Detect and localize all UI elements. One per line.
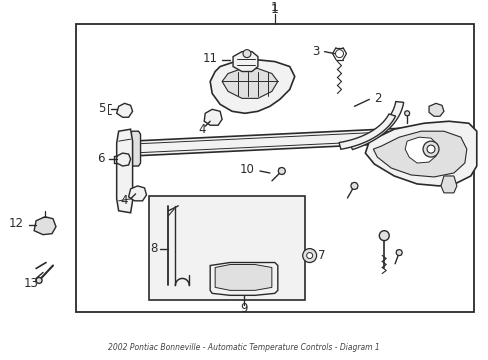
Bar	[76, 24, 473, 312]
Circle shape	[302, 249, 316, 262]
Polygon shape	[338, 114, 395, 149]
Polygon shape	[128, 131, 140, 166]
Polygon shape	[34, 217, 56, 235]
Text: 4: 4	[120, 194, 127, 207]
Text: 7: 7	[317, 249, 325, 262]
Text: 13: 13	[23, 277, 39, 290]
Circle shape	[350, 183, 357, 189]
Polygon shape	[148, 196, 304, 300]
Polygon shape	[222, 68, 277, 98]
Text: 12: 12	[9, 217, 24, 230]
Circle shape	[379, 231, 388, 240]
Polygon shape	[117, 129, 132, 213]
Polygon shape	[365, 121, 476, 186]
Polygon shape	[128, 186, 146, 201]
Text: 11: 11	[203, 52, 218, 65]
Polygon shape	[440, 176, 456, 193]
Polygon shape	[210, 59, 294, 113]
Polygon shape	[215, 265, 271, 291]
Polygon shape	[117, 103, 132, 117]
Polygon shape	[348, 102, 403, 149]
Polygon shape	[233, 51, 257, 72]
Polygon shape	[210, 262, 277, 295]
Polygon shape	[428, 103, 443, 116]
Circle shape	[395, 249, 401, 256]
Polygon shape	[405, 137, 436, 163]
Circle shape	[243, 50, 250, 58]
Text: 2002 Pontiac Bonneville - Automatic Temperature Controls - Diagram 1: 2002 Pontiac Bonneville - Automatic Temp…	[108, 343, 379, 352]
Text: 5: 5	[98, 102, 105, 115]
Text: 6: 6	[97, 152, 104, 165]
Circle shape	[426, 145, 434, 153]
Circle shape	[278, 167, 285, 175]
Circle shape	[306, 253, 312, 258]
Text: 10: 10	[240, 163, 254, 176]
Circle shape	[36, 278, 42, 283]
Text: 4: 4	[198, 123, 205, 136]
Polygon shape	[130, 126, 443, 156]
Circle shape	[422, 141, 438, 157]
Text: 2: 2	[373, 92, 381, 105]
Polygon shape	[204, 109, 222, 125]
Polygon shape	[372, 131, 466, 177]
Circle shape	[404, 111, 409, 116]
Text: 9: 9	[240, 302, 247, 315]
Polygon shape	[117, 153, 130, 166]
Text: 1: 1	[270, 3, 278, 16]
Text: 3: 3	[312, 45, 319, 58]
Text: 8: 8	[150, 242, 157, 255]
Text: 1: 1	[270, 1, 278, 14]
